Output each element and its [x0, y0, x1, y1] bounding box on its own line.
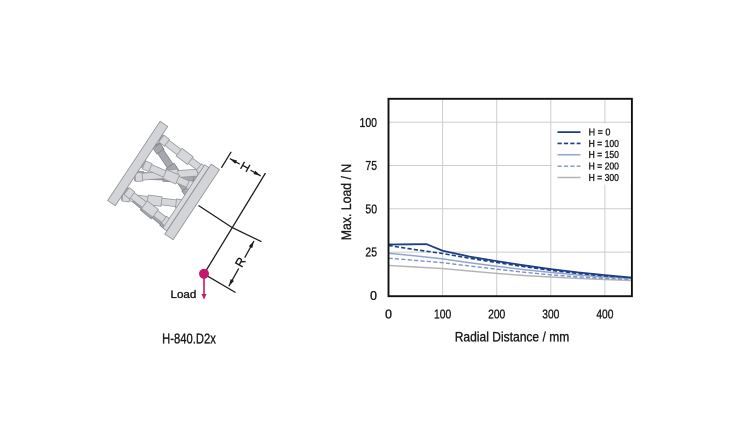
- svg-text:25: 25: [365, 246, 377, 260]
- svg-text:H-840.D2x: H-840.D2x: [162, 331, 216, 347]
- svg-text:50: 50: [365, 202, 377, 216]
- svg-text:100: 100: [360, 116, 378, 130]
- svg-text:Radial Distance / mm: Radial Distance / mm: [455, 329, 570, 344]
- svg-text:200: 200: [488, 308, 505, 322]
- svg-text:H = 200: H = 200: [589, 162, 620, 173]
- svg-text:Load: Load: [171, 289, 197, 301]
- svg-text:300: 300: [542, 308, 559, 322]
- svg-text:100: 100: [434, 308, 451, 322]
- svg-text:0: 0: [370, 289, 377, 303]
- svg-text:75: 75: [365, 159, 377, 173]
- svg-text:Max. Load / N: Max. Load / N: [339, 164, 354, 241]
- svg-text:H = 0: H = 0: [589, 128, 611, 139]
- svg-text:400: 400: [596, 308, 613, 322]
- svg-text:H = 150: H = 150: [589, 150, 620, 161]
- svg-text:H = 100: H = 100: [589, 139, 620, 150]
- svg-text:H = 300: H = 300: [589, 173, 620, 184]
- svg-text:0: 0: [385, 308, 392, 322]
